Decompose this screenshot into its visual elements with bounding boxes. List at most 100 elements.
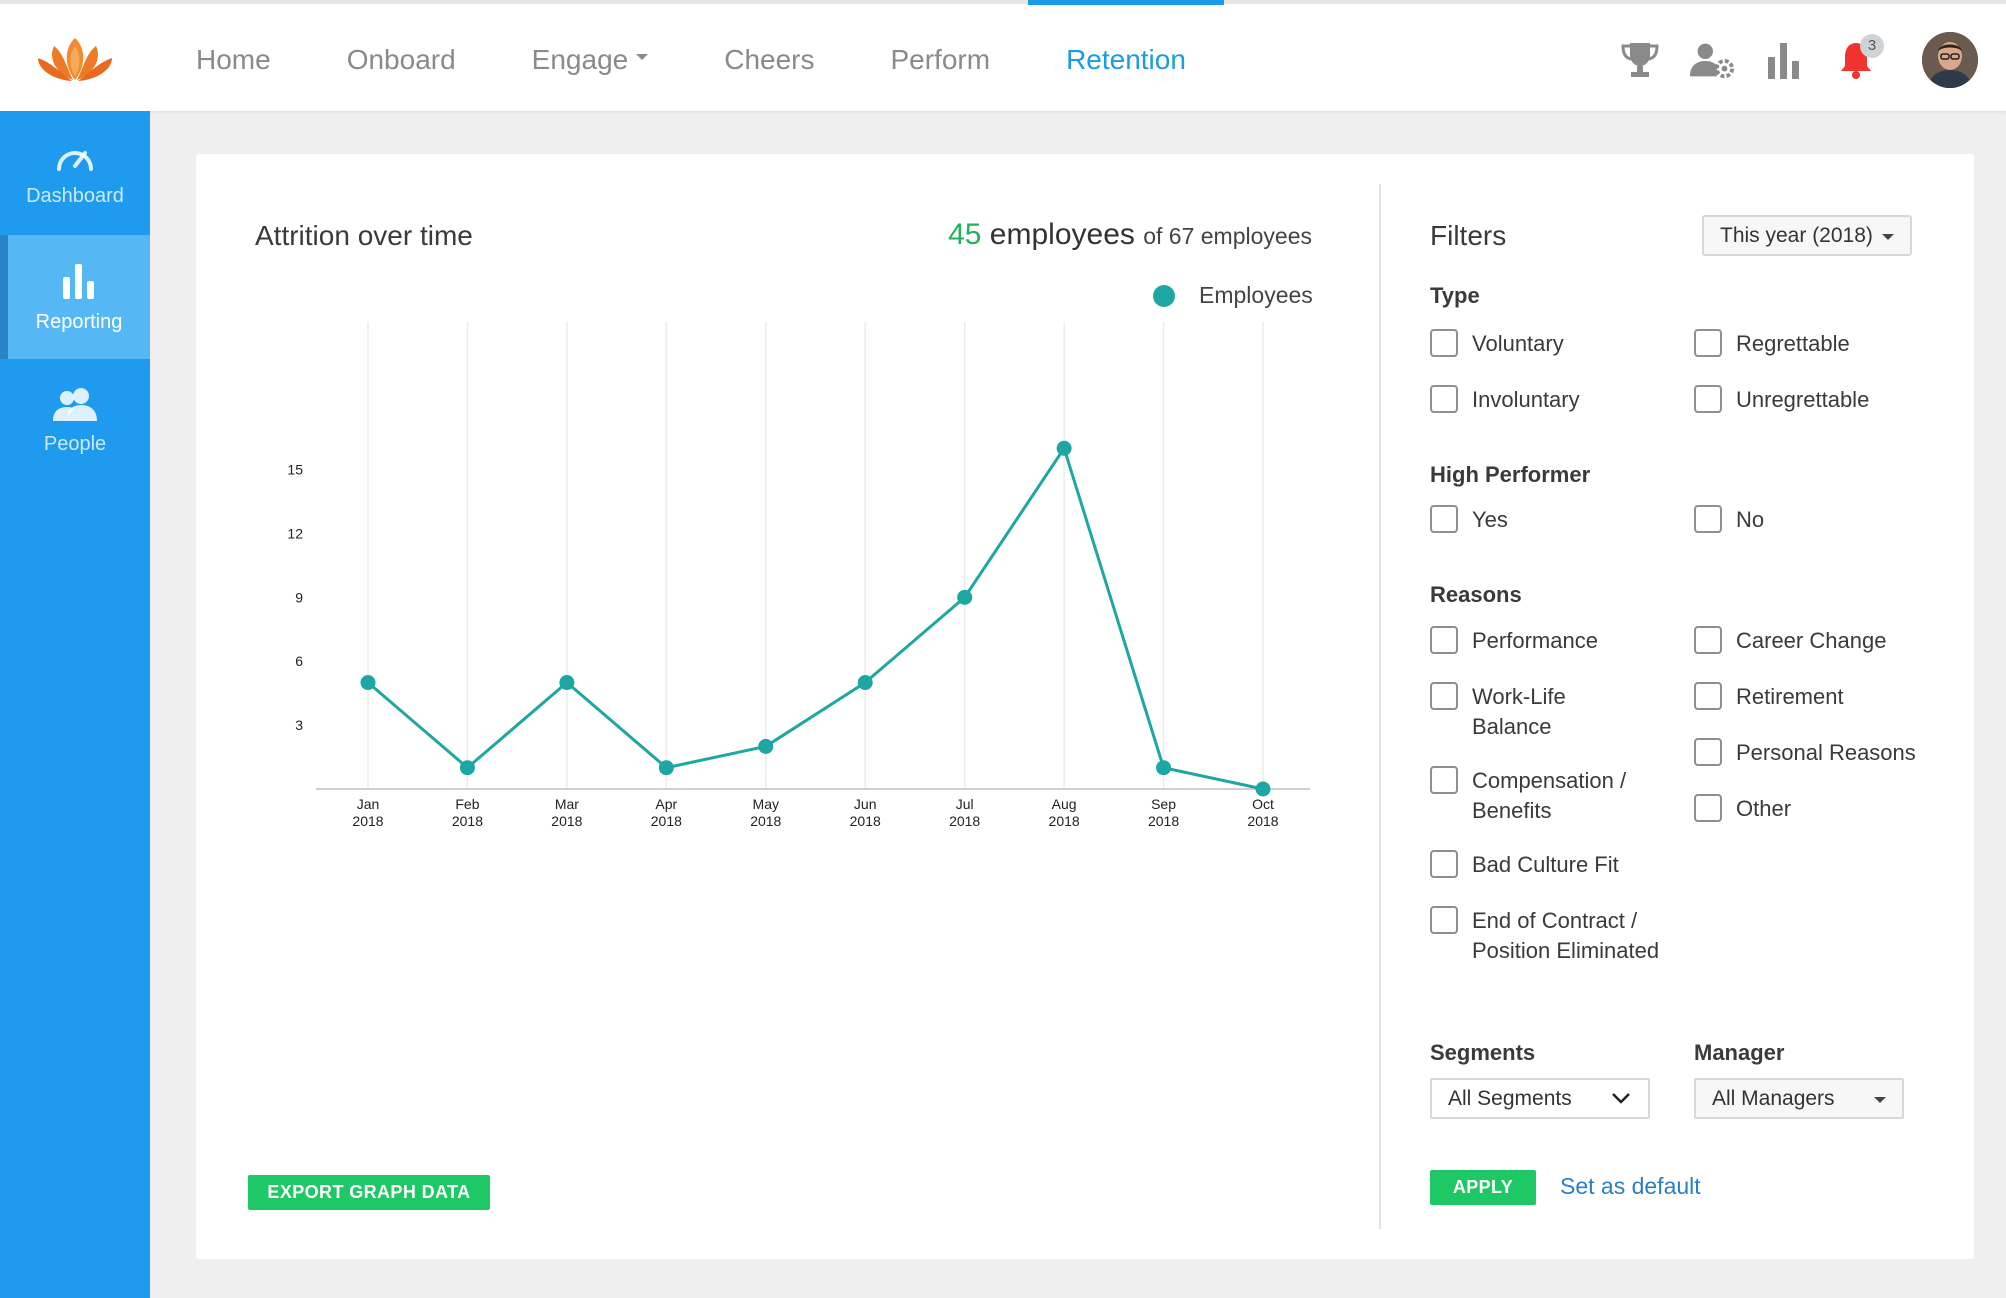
data-point (758, 738, 774, 754)
data-point (360, 675, 376, 691)
main-nav: Home Onboard Engage Cheers Perform Reten… (158, 0, 1224, 115)
x-tick-label: Aug 2018 (1049, 796, 1080, 829)
checkbox-box[interactable] (1694, 329, 1722, 357)
bar-chart-icon[interactable] (1760, 36, 1808, 84)
checkbox-box[interactable] (1430, 682, 1458, 710)
nav-perform[interactable]: Perform (890, 43, 991, 75)
checkbox-end-of-contract[interactable]: End of Contract / Position Eliminated (1430, 906, 1677, 966)
checkbox-box[interactable] (1694, 626, 1722, 654)
count-total: of 67 employees (1143, 223, 1312, 249)
segments-select[interactable]: All Segments (1430, 1078, 1650, 1119)
checkbox-involuntary[interactable]: Involuntary (1430, 385, 1662, 415)
checkbox-box[interactable] (1430, 626, 1458, 654)
series-line (367, 444, 1264, 791)
y-tick-label: 15 (287, 462, 303, 478)
x-tick-label: Mar 2018 (551, 796, 582, 829)
checkbox-regrettable[interactable]: Regrettable (1694, 329, 1926, 359)
sidebar-item-label: Dashboard (26, 184, 124, 207)
count-unit: employees (981, 218, 1144, 251)
set-as-default-link[interactable]: Set as default (1560, 1173, 1701, 1199)
export-graph-data-button[interactable]: EXPORT GRAPH DATA (248, 1175, 490, 1210)
y-tick-label: 3 (295, 717, 303, 733)
checkbox-personal-reasons[interactable]: Personal Reasons (1694, 738, 1926, 768)
checkbox-career-change[interactable]: Career Change (1694, 626, 1926, 656)
reasons-label: Reasons (1430, 582, 1522, 607)
sidebar-item-label: People (43, 432, 107, 455)
manager-select[interactable]: All Managers (1694, 1078, 1904, 1119)
checkbox-retirement[interactable]: Retirement (1694, 682, 1926, 712)
caret-down-icon (636, 53, 649, 60)
checkbox-other[interactable]: Other (1694, 794, 1926, 824)
data-point (658, 760, 674, 776)
checkbox-voluntary[interactable]: Voluntary (1430, 329, 1662, 359)
high-performer-label: High Performer (1430, 462, 1591, 487)
x-tick-label: Oct 2018 (1247, 796, 1278, 829)
checkbox-yes[interactable]: Yes (1430, 505, 1662, 535)
period-select-value: This year (2018) (1720, 223, 1873, 247)
checkbox-box[interactable] (1694, 505, 1722, 533)
main-card: Attrition over time 45 employees of 67 e… (196, 154, 1974, 1259)
nav-cheers[interactable]: Cheers (724, 43, 815, 75)
sidebar-item-reporting[interactable]: Reporting (0, 235, 150, 359)
x-tick-label: Feb 2018 (452, 796, 483, 829)
top-icons: 3 (1592, 4, 1978, 115)
manager-label: Manager (1694, 1040, 1785, 1065)
nav-home[interactable]: Home (196, 43, 271, 75)
x-tick-label: Jun 2018 (850, 796, 881, 829)
chevron-down-icon (1612, 1093, 1630, 1104)
checkbox-box[interactable] (1694, 682, 1722, 710)
checkbox-box[interactable] (1430, 906, 1458, 934)
checkbox-no[interactable]: No (1694, 505, 1926, 535)
speedometer-icon (57, 150, 93, 171)
top-bar: Home Onboard Engage Cheers Perform Reten… (0, 0, 2006, 111)
legend-dot (1153, 284, 1175, 307)
nav-onboard[interactable]: Onboard (346, 43, 456, 75)
x-tick-label: Jul 2018 (949, 796, 980, 829)
checkbox-box[interactable] (1694, 385, 1722, 413)
sidebar: Dashboard Reporting People (0, 111, 150, 1298)
sidebar-item-label: Reporting (35, 310, 123, 333)
data-point (1056, 440, 1072, 456)
checkbox-box[interactable] (1430, 850, 1458, 878)
checkbox-unregrettable[interactable]: Unregrettable (1694, 385, 1926, 415)
data-point (559, 675, 575, 691)
bar-chart-icon (63, 263, 94, 299)
panel-divider (1379, 184, 1381, 1229)
y-tick-label: 12 (287, 525, 303, 541)
checkbox-box[interactable] (1694, 794, 1722, 822)
y-tick-label: 6 (295, 653, 303, 669)
count-number: 45 (948, 218, 982, 251)
employee-count: 45 employees of 67 employees (948, 218, 1312, 252)
checkbox-bad-culture-fit[interactable]: Bad Culture Fit (1430, 850, 1662, 880)
notification-badge: 3 (1860, 33, 1884, 58)
manager-select-value: All Managers (1712, 1086, 1835, 1110)
avatar[interactable] (1922, 31, 1978, 88)
checkbox-box[interactable] (1430, 385, 1458, 413)
x-tick-label: Apr 2018 (651, 796, 682, 829)
trophy-icon[interactable] (1616, 36, 1664, 84)
checkbox-box[interactable] (1430, 505, 1458, 533)
filters-title: Filters (1430, 220, 1507, 251)
checkbox-box[interactable] (1430, 329, 1458, 357)
nav-engage[interactable]: Engage (494, 4, 687, 115)
sidebar-item-dashboard[interactable]: Dashboard (0, 111, 150, 235)
apply-button[interactable]: APPLY (1430, 1170, 1536, 1205)
chart-legend: Employees (1153, 282, 1313, 309)
nav-retention[interactable]: Retention (1028, 0, 1224, 115)
user-settings-icon[interactable] (1688, 36, 1736, 84)
checkbox-box[interactable] (1430, 766, 1458, 794)
checkbox-work-life-balance[interactable]: Work-Life Balance (1430, 682, 1622, 742)
segments-label: Segments (1430, 1040, 1536, 1065)
type-label: Type (1430, 283, 1480, 308)
checkbox-performance[interactable]: Performance (1430, 626, 1662, 656)
checkbox-box[interactable] (1694, 738, 1722, 766)
chart-title: Attrition over time (255, 220, 473, 251)
sidebar-item-people[interactable]: People (0, 359, 150, 483)
bell-icon[interactable]: 3 (1832, 33, 1884, 84)
lotus-logo-icon[interactable] (34, 32, 116, 88)
segments-select-value: All Segments (1448, 1086, 1572, 1110)
x-tick-label: Jan 2018 (352, 796, 383, 829)
checkbox-compensation-benefits[interactable]: Compensation / Benefits (1430, 766, 1672, 826)
period-select[interactable]: This year (2018) (1702, 215, 1912, 256)
legend-label: Employees (1199, 282, 1313, 308)
